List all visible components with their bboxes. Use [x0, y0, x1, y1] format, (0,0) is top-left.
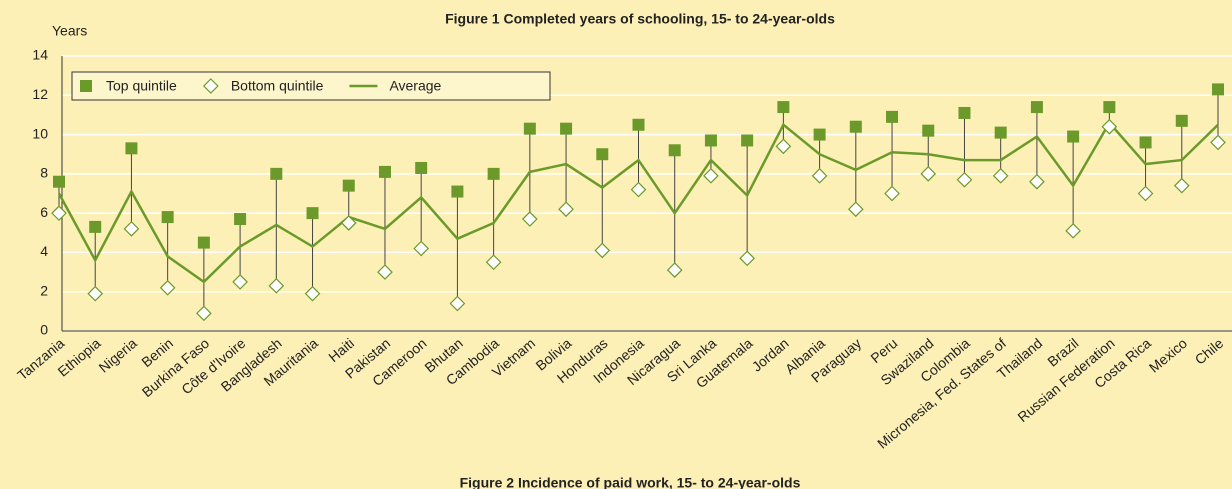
legend-label: Average [389, 78, 441, 94]
top-marker [197, 236, 210, 249]
bottom-marker [992, 167, 1009, 184]
bottom-marker [340, 215, 357, 231]
bottom-marker [1065, 222, 1081, 239]
y-tick-label: 2 [40, 282, 48, 298]
bottom-marker [304, 285, 321, 302]
top-marker [234, 213, 247, 226]
y-tick-label: 8 [40, 165, 48, 181]
bottom-marker [87, 285, 104, 302]
top-marker [487, 167, 500, 180]
top-marker [1139, 136, 1152, 149]
top-marker [270, 167, 283, 180]
top-marker [89, 220, 102, 233]
bottom-marker [51, 205, 67, 221]
top-marker [1175, 114, 1188, 127]
bottom-marker [594, 242, 611, 259]
top-marker [125, 142, 138, 155]
bottom-marker [413, 240, 430, 257]
bottom-marker [1029, 173, 1045, 190]
top-marker [80, 80, 92, 92]
top-marker [560, 122, 573, 135]
bottom-marker [123, 221, 140, 237]
average-line [57, 120, 1219, 284]
top-marker [704, 134, 717, 147]
bottom-marker [558, 201, 574, 218]
top-marker [451, 185, 464, 198]
next-figure-title: Figure 2 Incidence of paid work, 15- to … [460, 475, 801, 489]
bottom-marker [630, 181, 647, 198]
bottom-marker [847, 201, 864, 218]
bottom-marker [232, 274, 248, 290]
bottom-marker [196, 305, 212, 322]
bottom-marker [920, 166, 937, 182]
top-marker [53, 175, 65, 188]
bottom-marker [739, 250, 756, 267]
bottom-marker [1173, 177, 1190, 194]
bottom-marker [666, 262, 683, 278]
legend: Top quintile Bottom quintile Average [71, 71, 551, 101]
bottom-marker [1101, 118, 1118, 135]
top-marker [668, 144, 681, 157]
bottom-marker [449, 295, 466, 312]
bottom-marker [1137, 185, 1154, 202]
bottom-marker [202, 78, 219, 94]
top-marker [958, 106, 971, 119]
top-marker [813, 128, 826, 141]
legend-label: Bottom quintile [231, 78, 324, 94]
bottom-marker [884, 185, 900, 202]
legend-label: Top quintile [106, 78, 177, 94]
top-marker [632, 118, 645, 131]
bottom-marker [268, 277, 285, 294]
top-marker [849, 120, 862, 133]
y-axis-label: Years [52, 23, 87, 39]
top-marker [596, 148, 609, 161]
y-tick-label: 0 [40, 322, 48, 338]
bottom-marker [377, 264, 393, 280]
top-marker [306, 207, 319, 220]
chart-title: Figure 1 Completed years of schooling, 1… [445, 11, 835, 27]
top-marker [1212, 83, 1224, 96]
top-marker [523, 122, 536, 135]
top-marker [378, 165, 391, 178]
y-tick-label: 12 [32, 86, 48, 102]
top-marker [741, 134, 754, 147]
y-tick-label: 6 [40, 204, 48, 220]
bottom-marker [811, 167, 828, 184]
top-marker [1067, 130, 1080, 143]
top-marker [415, 161, 428, 174]
top-marker [922, 124, 935, 137]
bottom-marker [521, 211, 538, 227]
y-tick-label: 4 [40, 243, 48, 259]
y-tick-label: 10 [32, 125, 48, 141]
top-marker [1103, 101, 1116, 114]
bottom-marker [956, 171, 973, 188]
bottom-marker [703, 167, 719, 184]
top-marker [886, 110, 899, 123]
bottom-marker [159, 279, 176, 296]
legend-box [71, 71, 551, 101]
top-marker [342, 179, 355, 192]
bottom-marker [485, 254, 502, 271]
bottom-marker [775, 138, 792, 155]
top-marker [777, 101, 790, 114]
top-marker [161, 211, 174, 224]
bottom-marker [1210, 134, 1226, 151]
y-tick-label: 14 [32, 47, 48, 63]
top-marker [1030, 101, 1043, 114]
top-marker [994, 126, 1007, 139]
